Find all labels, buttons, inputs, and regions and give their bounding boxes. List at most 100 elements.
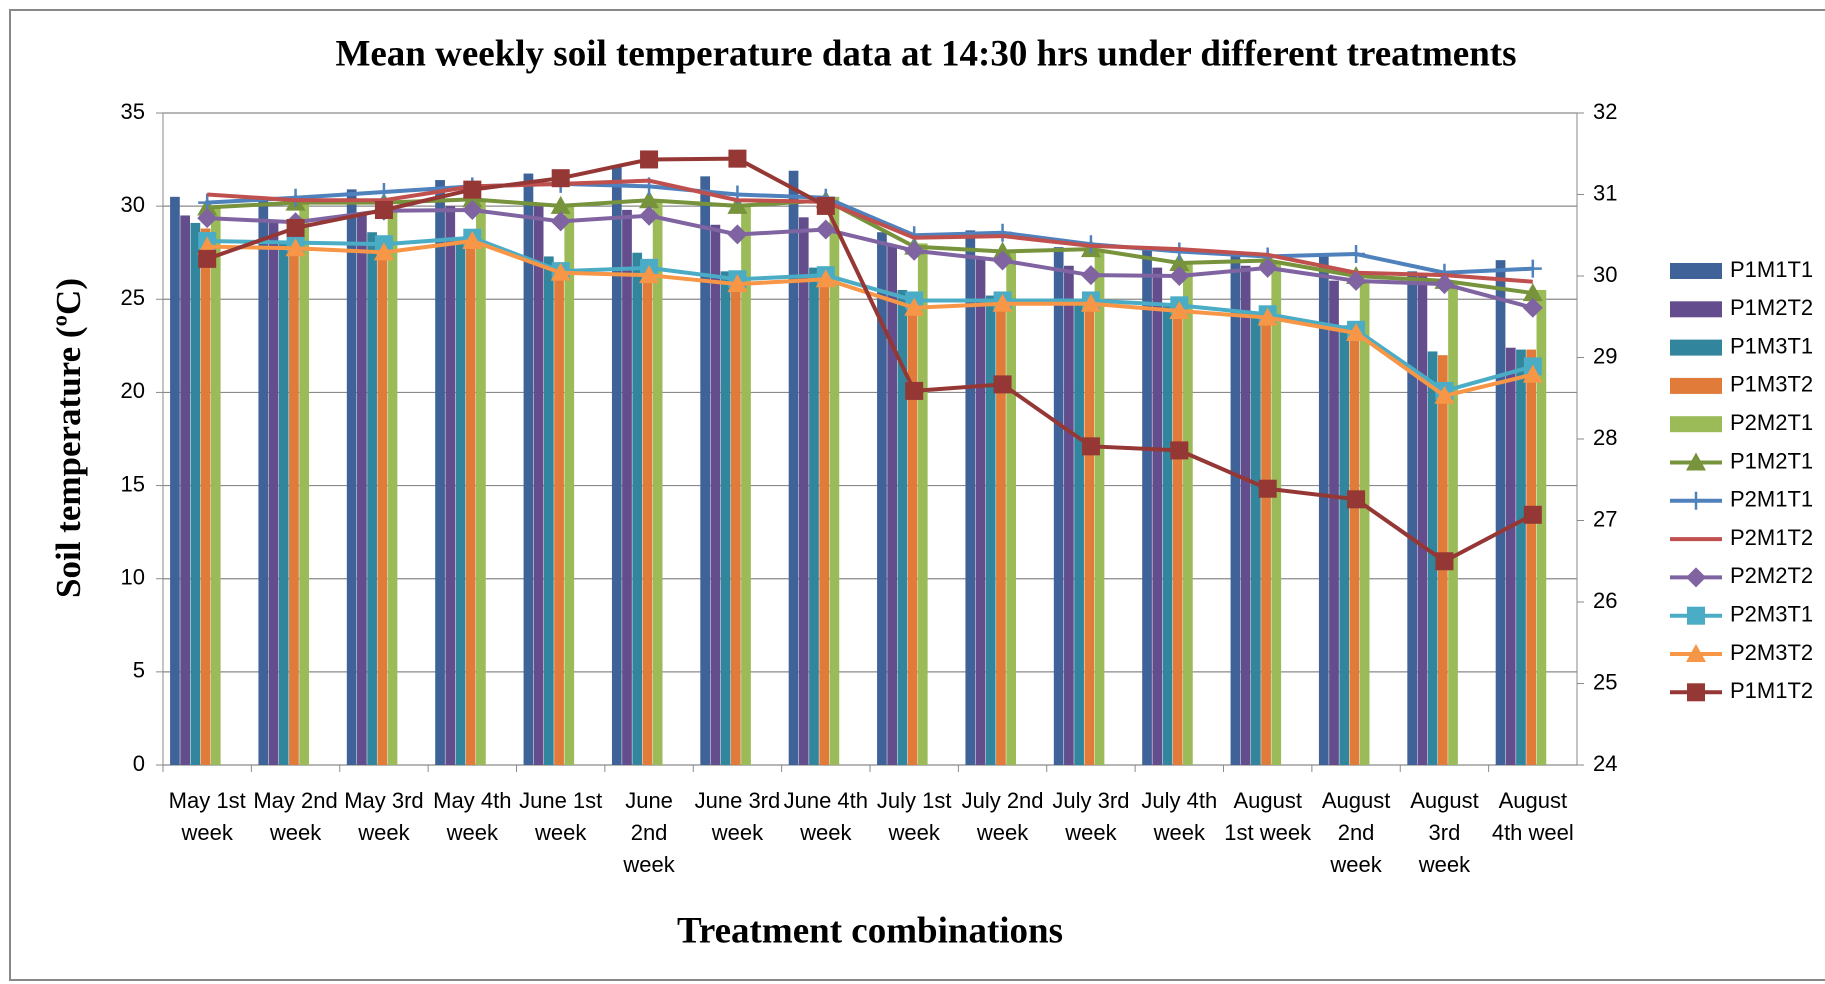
bar [543,256,554,765]
x-tick-label: July 4th week [1141,788,1218,845]
marker [1522,283,1543,302]
bar [455,237,466,766]
bar [1074,299,1084,765]
marker [1080,265,1101,286]
bar [985,295,996,765]
bar [741,206,751,766]
y-tick-label: 10 [121,565,145,590]
marker [992,293,1013,312]
bar [289,247,299,765]
bar [720,271,731,765]
bar [387,206,398,766]
bar [357,215,367,765]
marker [904,297,925,316]
bar [965,230,976,766]
bar [1240,265,1251,765]
marker [1347,244,1366,263]
bar [1359,280,1370,765]
bar [1349,330,1360,765]
x-tick-label: May 1st week [168,788,246,845]
bar [299,202,309,766]
bar [1183,262,1193,765]
bar [465,239,476,765]
marker [1522,297,1543,318]
legend-marker [1687,683,1705,702]
y2-tick-label: 25 [1593,669,1617,694]
bar [533,206,544,766]
marker [639,190,660,209]
bar [445,206,456,766]
line [206,156,1534,564]
bar [1329,280,1339,765]
bar [210,206,221,766]
bar [1516,349,1526,765]
bar [897,289,908,765]
line [207,235,1534,394]
marker [462,199,483,220]
marker [286,218,305,237]
marker [1346,270,1367,291]
bar [730,280,741,765]
bar [1006,250,1016,765]
legend-marker [1686,567,1706,588]
marker [640,150,659,169]
bar [1094,248,1105,765]
marker [1258,479,1277,498]
marker [1081,437,1100,456]
bar [819,275,830,765]
marker [728,149,747,168]
legend-label: P2M1T2 [1730,525,1813,550]
marker [1434,274,1455,295]
y2-tick-label: 24 [1593,751,1617,776]
marker [198,249,217,268]
bar [632,252,643,765]
bar [1495,260,1506,765]
legend-swatch [1670,339,1722,356]
bar [975,256,986,765]
marker [727,274,748,293]
bar [190,222,201,765]
x-tick-label: May 4th week [433,788,512,845]
legend-label: P2M2T1 [1730,410,1813,435]
y2-tick-label: 28 [1593,425,1617,450]
bar [700,176,711,765]
bar [1230,254,1241,765]
bar [1084,303,1095,765]
legend-marker [1687,606,1705,625]
y2-tick-label: 26 [1593,588,1617,613]
marker [639,205,660,226]
bar [798,217,809,765]
line [207,238,1534,398]
y-tick-label: 25 [121,285,145,310]
legend-marker [1687,491,1705,510]
y2-tick-label: 31 [1593,180,1617,205]
bar [377,252,388,765]
marker [551,169,570,188]
legend-label: P1M1T1 [1730,257,1813,282]
marker [639,265,660,284]
marker [992,250,1013,271]
y-tick-label: 30 [121,192,145,217]
bar [1064,265,1074,765]
marker [1347,490,1366,509]
marker [373,242,394,261]
marker [374,183,393,202]
legend-label: P1M2T1 [1730,448,1813,473]
legend-marker [1686,452,1706,471]
marker [1523,505,1542,524]
marker [1522,364,1543,383]
y-tick-label: 20 [121,378,145,403]
marker [816,196,835,215]
x-tick-label: August 2nd week [1321,788,1391,877]
bar [809,267,819,765]
x-tick-label: June 3rd week [694,788,781,845]
y-tick-label: 15 [121,471,145,496]
x-tick-label: July 3rd week [1052,788,1130,845]
line [207,181,1533,275]
y-axis-title: Soil temperature (ºC) [49,278,88,598]
x-tick-label: June 4th week [783,788,869,845]
legend-swatch [1670,377,1722,394]
bar [476,200,486,765]
x-tick-label: August 3rd week [1410,788,1479,877]
legend-label: P2M3T1 [1730,602,1813,627]
